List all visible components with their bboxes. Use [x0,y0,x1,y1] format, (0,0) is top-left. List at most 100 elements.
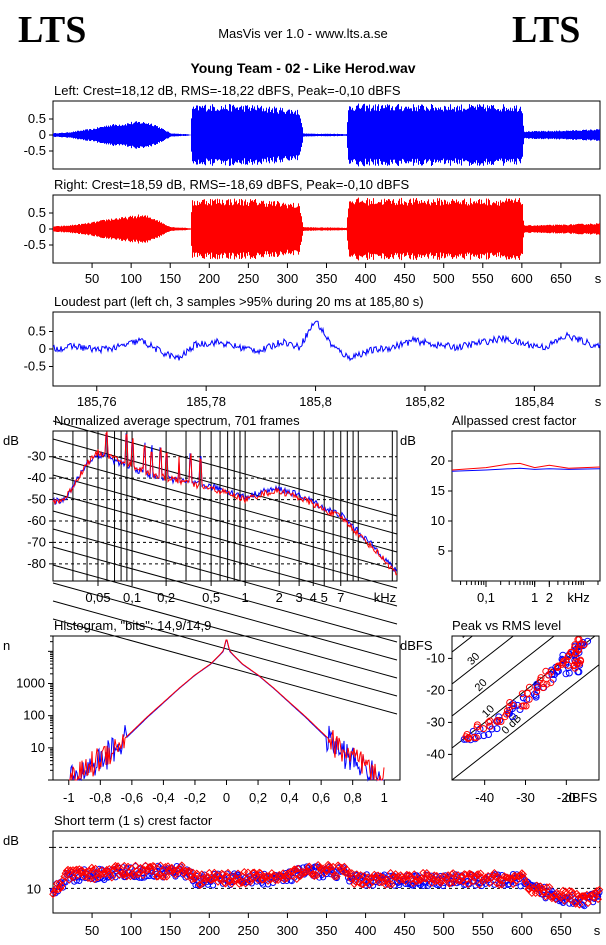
y-tick-label: 10 [31,740,45,755]
crest-point-right [584,899,593,908]
crest-point-right [495,880,504,889]
x-tick-label: 650 [550,271,572,286]
crest-point-right [569,890,578,898]
crest-point-right [126,872,135,881]
grid-line-diagonal [52,546,398,643]
scatter-point-right [571,644,579,652]
scatter-point-right [537,674,545,682]
crest-point-right [185,866,194,875]
scatter-point-right [497,718,505,725]
crest-point-right [195,880,204,889]
y-tick-label: 0.5 [28,324,46,339]
x-tick-label: -0,2 [184,790,206,805]
chart-title: Histogram, "bits": 14,9/14,9 [54,618,211,633]
crest-point-right [119,871,127,879]
crest-point-right [410,870,419,879]
x-tick-label: 0,8 [344,790,362,805]
histogram-right [69,639,385,781]
crest-point-right [365,881,374,890]
x-tick-label: 500 [433,923,455,938]
scatter-point-left [532,691,540,699]
x-tick-label: 350 [316,271,338,286]
x-tick-label: 0,6 [312,790,330,805]
chart-title: Right: Crest=18,59 dB, RMS=-18,69 dBFS, … [54,177,409,192]
x-tick-label: 0 [223,790,230,805]
y-tick-label: -10 [426,650,445,665]
crest-point-right [446,878,455,887]
crest-point-right [509,880,518,889]
crest-point-right [244,868,252,877]
crest-point-right [436,879,445,888]
crest-point-right [521,877,530,886]
y-tick-label: 15 [431,483,445,498]
x-tick-label: 1 [242,590,249,605]
grid-line-diagonal [52,618,398,715]
y-tick-label: 10 [431,513,445,528]
x-tick-label: 2 [276,590,283,605]
scatter-point-left [579,642,587,650]
scatter-point-left [496,716,504,724]
grid-line-diagonal [52,600,398,697]
crest-point-right [327,867,336,876]
y-tick-label: -30 [27,449,46,464]
x-tick-label: -30 [516,790,535,805]
crest-point-right [542,883,551,892]
crest-point-right [332,872,341,881]
scatter-point-right [501,713,509,721]
crest-point-right [186,871,195,880]
scatter-point-right [494,718,502,726]
crest-point-right [566,895,575,904]
crest-point-left [323,870,330,878]
crest-point-right [520,874,529,883]
crest-point-left [580,902,587,909]
crest-point-right [161,862,170,871]
x-tick-label: 4 [310,590,317,605]
crest-point-right [485,879,494,888]
x-tick-label: 350 [316,923,338,938]
x-tick-label: -0,8 [89,790,111,805]
crest-point-right [90,875,99,884]
y-tick-label: 10 [27,881,41,896]
scatter-point-right [505,703,513,711]
chart-title: Loudest part (left ch, 3 samples >95% du… [54,294,424,309]
crest-line-label: 30 [465,651,482,668]
plot-frame [451,430,601,582]
crest-point-right [264,877,272,885]
crest-point-right [77,866,86,875]
crest-point-right [215,874,224,883]
crest-point-right [477,874,486,882]
x-tick-label: 50 [85,271,99,286]
x-tick-label: 7 [337,590,344,605]
y-tick-label: 0 [39,127,46,142]
x-tick-label: 0,2 [157,590,175,605]
y-tick-label: -40 [426,746,445,761]
scatter-point-left [565,669,573,677]
crest-point-right [422,868,431,877]
logo-right: LTS [512,9,581,51]
x-unit-label: dBFS [565,790,598,805]
crest-point-right [409,879,418,888]
crest-point-right [310,872,319,881]
x-tick-label: 450 [394,923,416,938]
crest-point-right [157,872,166,881]
crest-point-right [84,874,92,883]
crest-point-right [89,866,97,874]
crest-point-right [572,889,581,898]
grid-line-diagonal [52,582,398,679]
crest-point-right [54,885,62,894]
scatter-point-right [571,641,579,649]
x-tick-label: 400 [355,923,377,938]
crest-point-right [309,870,318,879]
crest-point-right [471,872,480,881]
crest-point-right [182,872,191,881]
crest-point-right [57,881,66,890]
crest-point-right [385,880,394,889]
x-tick-label: 150 [159,271,181,286]
crest-point-right [594,895,603,904]
x-tick-label: 100 [120,923,142,938]
x-tick-label: 550 [472,271,494,286]
waveform-right [53,197,600,261]
histogram-left [69,640,384,782]
y-tick-label: 0 [39,341,46,356]
